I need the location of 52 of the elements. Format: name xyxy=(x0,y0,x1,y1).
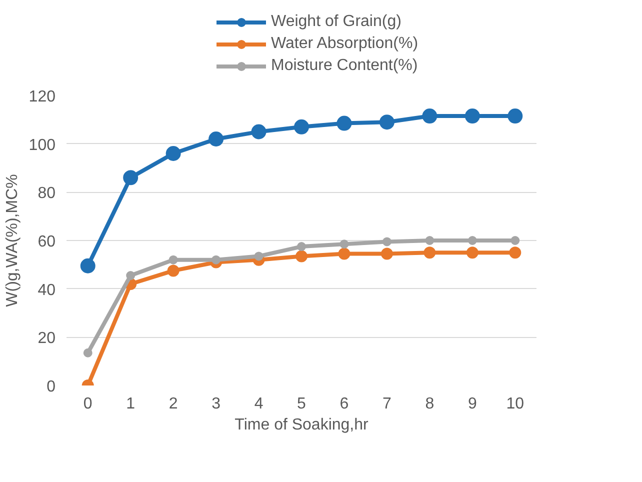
y-axis-title: W()g,WA(%),MC% xyxy=(4,174,21,307)
x-tick-label: 0 xyxy=(83,396,92,412)
x-tick-label: 3 xyxy=(212,396,221,412)
x-tick-label: 7 xyxy=(382,396,392,412)
x-tick-label: 2 xyxy=(168,396,178,412)
point xyxy=(296,250,308,262)
point xyxy=(83,348,92,358)
point xyxy=(167,264,180,277)
point xyxy=(464,108,480,124)
x-tick-label: 6 xyxy=(340,396,349,412)
point xyxy=(382,237,392,246)
point xyxy=(297,242,306,252)
x-tick-label: 10 xyxy=(506,396,524,412)
point xyxy=(80,258,96,274)
point xyxy=(336,116,352,131)
point xyxy=(123,170,138,186)
point xyxy=(254,252,264,261)
point xyxy=(422,108,438,124)
x-tick-label: 1 xyxy=(126,396,136,412)
point xyxy=(338,248,350,260)
x-axis-title: Time of Soaking,hr xyxy=(234,416,370,434)
y-tick-label: 120 xyxy=(28,88,56,106)
point xyxy=(509,246,522,259)
y-tick-label: 0 xyxy=(46,378,56,396)
point xyxy=(424,246,436,259)
x-tick-label: 4 xyxy=(254,396,264,412)
point xyxy=(466,246,478,259)
point xyxy=(294,119,309,134)
point xyxy=(126,271,136,280)
point xyxy=(468,236,477,245)
point xyxy=(166,146,181,161)
point xyxy=(251,124,266,140)
point xyxy=(510,236,520,245)
legend-label: Moisture Content(%) xyxy=(271,57,418,75)
point xyxy=(212,255,221,264)
point xyxy=(168,255,178,264)
y-tick-label: 40 xyxy=(38,282,56,299)
point xyxy=(508,108,523,124)
point xyxy=(379,114,394,130)
x-tick-label: 5 xyxy=(297,396,306,412)
legend-label: Weight of Grain(g) xyxy=(271,13,402,31)
point xyxy=(425,236,434,245)
point xyxy=(380,248,393,260)
y-tick-label: 60 xyxy=(38,234,56,250)
point xyxy=(208,132,224,146)
y-tick-label: 20 xyxy=(38,330,56,348)
x-tick-label: 8 xyxy=(425,396,434,412)
legend-label: Water Absorption(%) xyxy=(271,35,418,53)
y-tick-label: 100 xyxy=(28,136,56,154)
x-tick-label: 9 xyxy=(468,396,477,412)
point xyxy=(340,240,349,249)
y-tick-label: 80 xyxy=(38,185,56,202)
